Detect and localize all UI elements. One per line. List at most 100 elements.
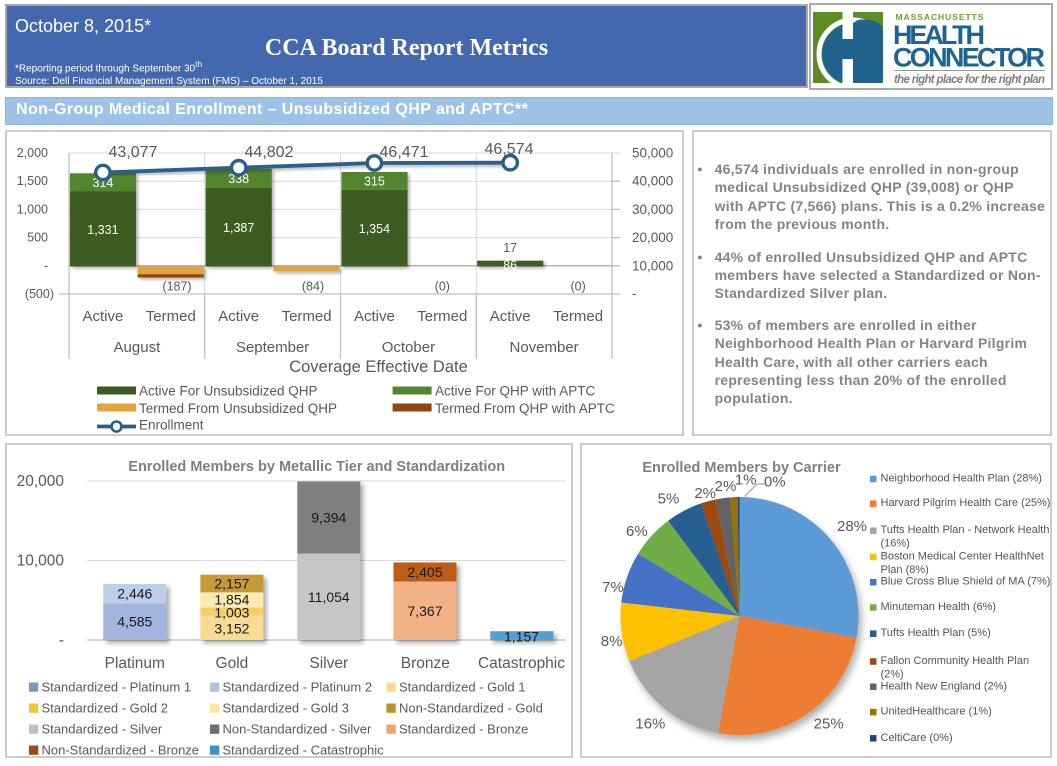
svg-text:Termed: Termed	[282, 308, 332, 325]
svg-text:-: -	[632, 286, 637, 301]
svg-text:338: 338	[228, 172, 249, 186]
svg-text:1,331: 1,331	[87, 223, 118, 237]
svg-text:Fallon Community Health Plan: Fallon Community Health Plan	[881, 655, 1030, 667]
svg-text:-: -	[44, 259, 48, 273]
svg-text:Blue Cross Blue Shield of MA (: Blue Cross Blue Shield of MA (7%)	[881, 576, 1051, 588]
svg-text:20,000: 20,000	[17, 473, 65, 490]
svg-text:UnitedHealthcare (1%): UnitedHealthcare (1%)	[881, 706, 992, 718]
svg-text:the right place for the right: the right place for the right plan	[894, 74, 1045, 86]
svg-text:Standardized - Gold 2: Standardized - Gold 2	[42, 701, 168, 716]
svg-text:44,802: 44,802	[245, 144, 294, 161]
svg-text:86: 86	[503, 259, 517, 273]
svg-text:Neighborhood Health Plan (28%): Neighborhood Health Plan (28%)	[881, 473, 1042, 485]
svg-text:6%: 6%	[626, 523, 648, 540]
svg-text:(2%): (2%)	[881, 669, 904, 681]
svg-text:Enrolled Members by Metallic T: Enrolled Members by Metallic Tier and St…	[128, 459, 505, 475]
svg-text:43,077: 43,077	[109, 144, 158, 161]
svg-text:Standardized - Catastrophic: Standardized - Catastrophic	[223, 743, 385, 758]
svg-text:1,500: 1,500	[17, 174, 48, 188]
svg-text:Termed: Termed	[417, 308, 467, 325]
svg-text:Minuteman Health (6%): Minuteman Health (6%)	[881, 601, 997, 613]
svg-text:7%: 7%	[602, 579, 624, 596]
svg-text:1,387: 1,387	[223, 221, 254, 235]
svg-text:Plan (8%): Plan (8%)	[881, 564, 929, 576]
svg-text:Standardized - Platinum 1: Standardized - Platinum 1	[42, 680, 192, 695]
svg-text:Catastrophic: Catastrophic	[478, 655, 565, 672]
svg-text:2,446: 2,446	[117, 586, 152, 602]
svg-text:Platinum: Platinum	[105, 655, 165, 672]
svg-text:46,574: 46,574	[485, 141, 534, 158]
svg-text:(84): (84)	[302, 280, 324, 294]
svg-text:Non-Standardized - Silver: Non-Standardized - Silver	[223, 722, 373, 737]
svg-text:46,471: 46,471	[380, 144, 429, 161]
svg-text:40,000: 40,000	[632, 174, 673, 189]
svg-text:2%: 2%	[694, 485, 716, 502]
svg-text:Active: Active	[354, 308, 395, 325]
svg-text:HEALTH: HEALTH	[893, 20, 985, 50]
svg-text:2,157: 2,157	[214, 576, 249, 592]
svg-text:Active: Active	[82, 308, 123, 325]
svg-text:4,585: 4,585	[117, 614, 152, 630]
svg-text:20,000: 20,000	[632, 230, 673, 245]
svg-text:(16%): (16%)	[881, 538, 910, 550]
svg-text:Tufts Health Plan - Network He: Tufts Health Plan - Network Health	[881, 524, 1050, 536]
svg-text:Non-Standardized - Bronze: Non-Standardized - Bronze	[42, 743, 200, 758]
svg-text:16%: 16%	[635, 716, 665, 733]
svg-text:Active For Unsubsidized QHP: Active For Unsubsidized QHP	[139, 384, 318, 399]
svg-text:CONNECTOR: CONNECTOR	[893, 43, 1045, 73]
svg-text:7,367: 7,367	[407, 603, 442, 619]
svg-text:1,354: 1,354	[359, 222, 390, 236]
svg-text:Active: Active	[218, 308, 259, 325]
svg-text:1,003: 1,003	[214, 605, 249, 621]
svg-text:Tufts Health Plan (5%): Tufts Health Plan (5%)	[881, 627, 991, 639]
svg-text:Enrolled Members by Carrier: Enrolled Members by Carrier	[642, 460, 841, 476]
svg-text:(0): (0)	[435, 280, 450, 294]
svg-text:Standardized - Bronze: Standardized - Bronze	[399, 722, 528, 737]
svg-text:(187): (187)	[162, 280, 191, 294]
svg-text:Termed: Termed	[146, 308, 196, 325]
svg-text:Silver: Silver	[309, 655, 348, 672]
svg-text:9,394: 9,394	[311, 510, 346, 526]
svg-text:1,157: 1,157	[504, 629, 539, 645]
svg-text:Harvard Pilgrim Health Care (2: Harvard Pilgrim Health Care (25%)	[881, 497, 1051, 509]
svg-text:Active: Active	[490, 308, 531, 325]
svg-text:-: -	[59, 632, 64, 649]
svg-text:28%: 28%	[837, 518, 867, 535]
svg-text:October: October	[382, 339, 435, 356]
svg-text:Active For QHP with APTC: Active For QHP with APTC	[435, 384, 596, 399]
svg-text:2,405: 2,405	[407, 564, 442, 580]
svg-text:17: 17	[503, 241, 517, 255]
svg-text:November: November	[509, 339, 578, 356]
svg-text:2%: 2%	[715, 478, 737, 495]
svg-text:50,000: 50,000	[632, 146, 673, 161]
svg-text:Enrollment: Enrollment	[139, 418, 204, 433]
svg-text:Boston Medical Center HealthNe: Boston Medical Center HealthNet	[881, 550, 1044, 562]
svg-text:CeltiCare (0%): CeltiCare (0%)	[881, 732, 953, 744]
svg-text:30,000: 30,000	[632, 202, 673, 217]
svg-text:Termed From QHP with APTC: Termed From QHP with APTC	[435, 401, 615, 416]
svg-text:1%: 1%	[735, 472, 757, 489]
svg-text:September: September	[236, 339, 309, 356]
svg-text:1,000: 1,000	[17, 202, 48, 216]
svg-text:Health New England (2%): Health New England (2%)	[881, 680, 1008, 692]
svg-text:Coverage Effective Date: Coverage Effective Date	[289, 358, 468, 376]
svg-text:Standardized - Gold 3: Standardized - Gold 3	[223, 701, 349, 716]
svg-text:315: 315	[364, 175, 385, 189]
svg-text:MASSACHUSETTS: MASSACHUSETTS	[896, 12, 985, 22]
svg-text:Standardized - Gold 1: Standardized - Gold 1	[399, 680, 525, 695]
svg-text:500: 500	[27, 231, 48, 245]
svg-text:10,000: 10,000	[17, 553, 65, 570]
svg-text:2,000: 2,000	[17, 146, 48, 160]
svg-text:(0): (0)	[570, 280, 585, 294]
svg-text:Bronze: Bronze	[401, 655, 450, 672]
svg-text:(500): (500)	[25, 287, 54, 301]
svg-text:10,000: 10,000	[632, 258, 673, 273]
svg-text:0%: 0%	[764, 474, 786, 491]
svg-text:August: August	[114, 339, 162, 356]
svg-text:Gold: Gold	[216, 655, 249, 672]
svg-text:Termed From Unsubsidized QHP: Termed From Unsubsidized QHP	[139, 401, 337, 416]
svg-text:8%: 8%	[601, 633, 623, 650]
svg-text:1,854: 1,854	[214, 592, 249, 608]
svg-text:5%: 5%	[658, 491, 680, 508]
svg-text:Termed: Termed	[553, 308, 603, 325]
